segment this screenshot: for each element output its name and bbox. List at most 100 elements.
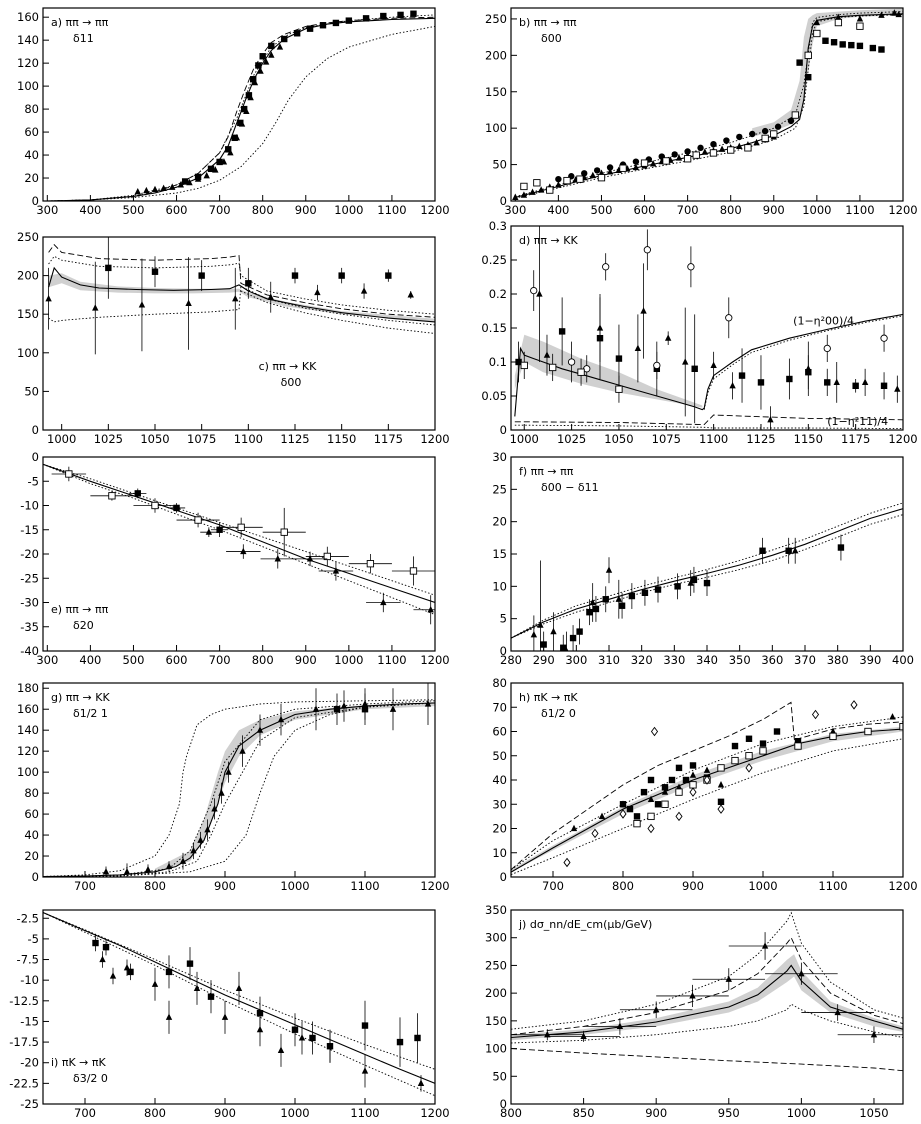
x-tick-label-a: 1000 <box>334 203 363 217</box>
data-point-a-triangle <box>169 183 176 190</box>
data-point-b-open-square <box>597 174 606 182</box>
curve-j-1 <box>511 936 903 1036</box>
x-tick-label-d: 1025 <box>557 432 586 446</box>
data-point-g-triangle <box>225 768 232 775</box>
data-point-b-triangle <box>878 11 885 18</box>
data-point-b-open-square <box>546 186 554 194</box>
plot-area-g <box>43 683 435 877</box>
data-point-h-open-square <box>731 756 739 765</box>
data-point-c-square <box>338 272 345 279</box>
data-point-b-circle <box>684 148 691 155</box>
x-tick-label-c: 1075 <box>187 432 216 446</box>
y-tick-label-b: 150 <box>485 85 507 99</box>
x-tick-label-j: 950 <box>718 1106 740 1120</box>
data-point-b-triangle <box>835 13 842 21</box>
data-point-e-open-square <box>151 501 159 510</box>
y-tick-label-f: 30 <box>492 450 507 464</box>
y-tick-label-e: -30 <box>20 596 39 610</box>
plot-area-b <box>512 8 903 200</box>
curve-g-4 <box>43 702 435 877</box>
data-point-b-triangle <box>891 9 898 16</box>
curve-d-0 <box>514 313 903 417</box>
x-tick-label-f: 330 <box>663 653 685 667</box>
data-point-b-square <box>830 39 838 46</box>
data-point-a-triangle <box>257 67 264 74</box>
y-tick-label-g: 160 <box>17 702 39 716</box>
data-point-g-triangle <box>277 715 285 723</box>
x-tick-label-e: 500 <box>122 653 144 667</box>
data-point-h-square <box>675 764 683 772</box>
y-tick-label-e: -40 <box>20 644 39 658</box>
data-point-b-circle <box>606 164 614 171</box>
data-point-b-open-square <box>744 144 752 152</box>
data-point-a-triangle <box>268 51 275 58</box>
data-point-b-open-square <box>619 164 627 172</box>
data-point-i-triangle <box>298 1034 306 1041</box>
data-point-c-triangle <box>185 299 192 306</box>
data-point-b-open-square <box>761 134 769 143</box>
data-point-a-square <box>268 42 275 50</box>
panel-j: 800 850 900 950 1000 1050 0 50 100 150 200 250 300 35… <box>485 903 904 1120</box>
x-tick-label-d: 1000 <box>510 432 539 446</box>
x-tick-label-b: 1000 <box>802 203 831 217</box>
y-tick-label-i: -12.5 <box>9 994 39 1008</box>
x-tick-label-e: 1200 <box>420 653 449 667</box>
data-point-h-open-square <box>759 747 767 755</box>
curve-h-1 <box>511 701 903 871</box>
data-point-b-open-square <box>727 146 735 154</box>
data-point-c-triangle <box>314 288 321 296</box>
x-tick-label-c: 1200 <box>420 432 449 446</box>
data-point-b-open-square <box>834 18 843 27</box>
plot-area-i <box>43 911 435 1097</box>
data-point-b-triangle <box>813 18 821 26</box>
data-point-d-triangle <box>805 365 812 372</box>
panel-label-f: f) ππ → ππ <box>519 465 574 478</box>
y-tick-label-g: 60 <box>24 807 39 821</box>
y-tick-label-h: 10 <box>492 846 507 860</box>
curve-g-3 <box>43 700 435 877</box>
data-point-i-triangle <box>326 1042 334 1049</box>
y-tick-label-b: 250 <box>485 12 507 26</box>
data-point-d-open-circle <box>653 361 661 370</box>
data-point-a-square <box>216 158 223 166</box>
y-tick-label-g: 180 <box>17 681 39 695</box>
x-tick-label-d: 1075 <box>652 432 681 446</box>
data-point-i-triangle <box>193 984 201 992</box>
curve-e-2 <box>43 463 435 616</box>
data-point-a-triangle <box>276 43 284 50</box>
data-point-i-square <box>414 1034 421 1042</box>
plot-area-e <box>43 463 435 625</box>
data-point-i-square <box>102 943 110 951</box>
data-point-a-square <box>207 165 215 173</box>
data-point-b-square <box>796 59 803 66</box>
data-point-h-triangle <box>570 824 578 832</box>
frame-b <box>510 7 904 202</box>
data-point-h-square <box>668 776 676 784</box>
y-tick-label-e: 0 <box>32 450 39 464</box>
data-point-j-triangle <box>870 1030 878 1038</box>
y-tick-label-g: 120 <box>17 744 39 758</box>
x-tick-label-g: 1100 <box>350 879 379 893</box>
data-point-b-triangle <box>589 171 597 179</box>
data-point-j-triangle <box>652 1005 660 1013</box>
data-point-h-triangle <box>619 800 627 807</box>
y-tick-label-e: -35 <box>20 620 39 634</box>
data-point-f-square <box>602 596 609 603</box>
y-tick-label-g: 80 <box>24 786 39 800</box>
data-point-f-square <box>628 592 636 600</box>
data-point-d-open-circle <box>880 334 888 342</box>
curve-j-0 <box>511 964 903 1039</box>
y-tick-label-h: 0 <box>500 870 507 884</box>
data-point-b-triangle <box>701 148 709 155</box>
data-point-d-open-circle <box>687 263 695 271</box>
data-point-d-square <box>738 372 746 379</box>
x-tick-label-h: 800 <box>612 879 634 893</box>
x-tick-label-h: 1200 <box>888 879 917 893</box>
curve-c-3 <box>48 255 435 315</box>
data-point-b-circle <box>761 127 769 135</box>
data-point-f-square <box>654 586 662 593</box>
curve-b-2 <box>515 11 903 198</box>
y-tick-label-j: 250 <box>485 958 507 972</box>
data-point-b-square <box>869 44 877 52</box>
